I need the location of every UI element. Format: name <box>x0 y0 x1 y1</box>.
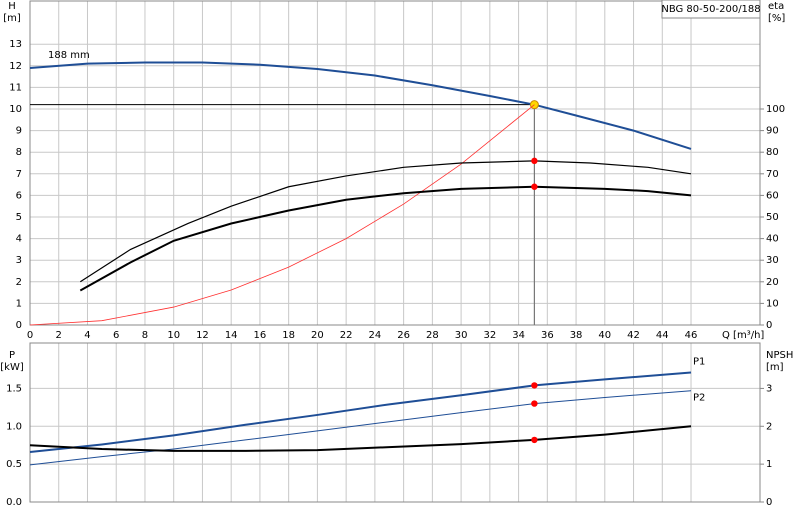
y2-tick-label: 60 <box>766 190 779 201</box>
curve <box>29 371 692 454</box>
x-tick-label: 22 <box>340 330 353 341</box>
y2-tick-label: 100 <box>766 104 785 115</box>
curve <box>79 185 692 292</box>
x-tick-label: 42 <box>627 330 640 341</box>
duty-point <box>531 382 538 389</box>
y-axis-label: P <box>9 350 15 361</box>
x-tick-label: 40 <box>598 330 611 341</box>
x-tick-label: 28 <box>426 330 439 341</box>
y-tick-label: 0 <box>16 320 22 331</box>
x-tick-label: 24 <box>369 330 382 341</box>
y2-tick-label: 30 <box>766 255 779 266</box>
duty-point <box>531 436 538 444</box>
curve <box>29 425 692 452</box>
x-axis-label: Q [m³/h] <box>722 330 764 341</box>
curve <box>29 390 692 466</box>
x-tick-label: 2 <box>56 330 62 341</box>
y2-axis-label: [m] <box>766 362 784 373</box>
curve <box>79 160 692 283</box>
y2-tick-label: 80 <box>766 147 779 158</box>
x-tick-label: 14 <box>225 330 238 341</box>
x-tick-label: 30 <box>455 330 468 341</box>
y-tick-label: 8 <box>16 147 22 158</box>
y-tick-label: 3 <box>16 255 22 266</box>
y-tick-label: 1 <box>16 298 22 309</box>
chart-title: NBG 80-50-200/188 <box>661 4 760 15</box>
y-axis-label: [m] <box>3 13 21 24</box>
y2-tick-label: 50 <box>766 212 779 223</box>
x-tick-label: 8 <box>142 330 148 341</box>
y2-tick-label: 40 <box>766 234 779 245</box>
y-tick-label: 4 <box>16 234 22 245</box>
x-tick-label: 18 <box>282 330 295 341</box>
plot-frame <box>29 342 761 503</box>
y-tick-label: 6 <box>16 190 22 201</box>
x-tick-label: 20 <box>311 330 324 341</box>
y-tick-label: 5 <box>16 212 22 223</box>
x-tick-label: 38 <box>570 330 583 341</box>
title-box <box>661 0 761 19</box>
y2-tick-label: 90 <box>766 126 779 137</box>
y2-axis-label: [%] <box>768 13 785 24</box>
series-label: 188 mm <box>48 50 90 61</box>
y-tick-label: 11 <box>9 82 22 93</box>
y-tick-label: 10 <box>9 104 22 115</box>
x-tick-label: 0 <box>27 330 33 341</box>
x-tick-label: 36 <box>541 330 554 341</box>
y-tick-label: 12 <box>9 61 22 72</box>
y2-tick-label: 70 <box>766 169 779 180</box>
plot-frame <box>29 0 761 326</box>
y2-tick-label: 2 <box>766 421 772 432</box>
y-tick-label: 2 <box>16 277 22 288</box>
series-label: P2 <box>693 393 705 404</box>
y-tick-label: 1.5 <box>6 383 22 394</box>
series-label: P1 <box>693 357 705 368</box>
y-axis-label: H <box>8 1 16 12</box>
y-tick-label: 13 <box>9 39 22 50</box>
x-tick-label: 16 <box>254 330 267 341</box>
x-tick-label: 44 <box>656 330 669 341</box>
x-tick-label: 32 <box>483 330 496 341</box>
x-tick-label: 34 <box>512 330 525 341</box>
y2-axis-label: NPSH <box>766 350 793 361</box>
y2-tick-label: 3 <box>766 383 772 394</box>
y2-tick-label: 0 <box>766 497 772 508</box>
duty-point <box>531 183 538 190</box>
x-tick-label: 4 <box>84 330 90 341</box>
y-axis-label: [kW] <box>0 362 24 373</box>
x-tick-label: 6 <box>113 330 119 341</box>
x-tick-label: 26 <box>397 330 410 341</box>
y-tick-label: 7 <box>16 169 22 180</box>
curve <box>29 104 535 326</box>
x-tick-label: 46 <box>685 330 698 341</box>
y2-tick-label: 10 <box>766 298 779 309</box>
y-tick-label: 0.5 <box>6 459 22 470</box>
duty-point <box>531 157 538 165</box>
x-tick-label: 10 <box>167 330 180 341</box>
y-tick-label: 0.0 <box>6 497 22 508</box>
y-tick-label: 1.0 <box>6 421 22 432</box>
y2-tick-label: 0 <box>766 320 772 331</box>
duty-point <box>531 400 538 407</box>
y-tick-label: 9 <box>16 126 22 137</box>
y2-axis-label: eta <box>768 1 784 12</box>
x-tick-label: 12 <box>196 330 209 341</box>
y2-tick-label: 20 <box>766 277 779 288</box>
curve <box>29 61 692 150</box>
y2-tick-label: 1 <box>766 459 772 470</box>
